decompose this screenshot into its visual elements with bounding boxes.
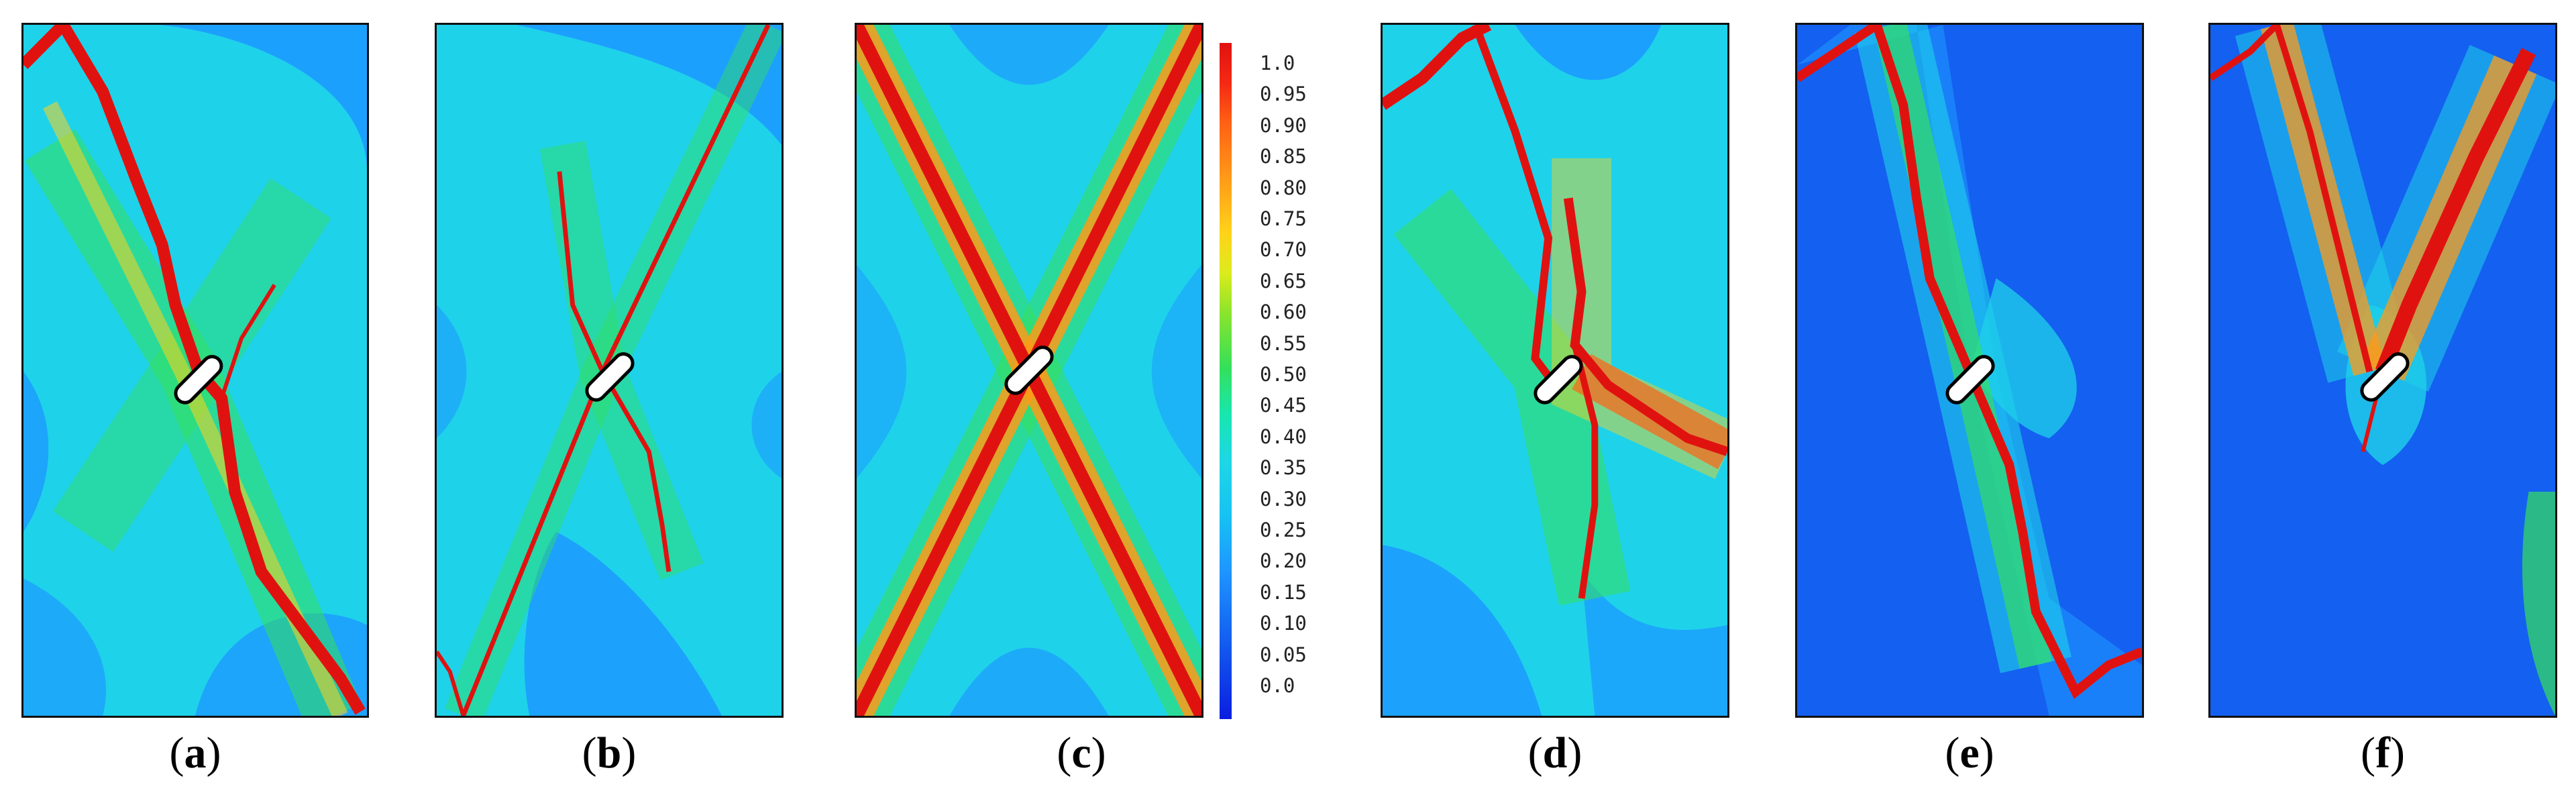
colorbar-tick-label: 0.25 — [1260, 519, 1307, 541]
colorbar-tick-label: 0.85 — [1260, 145, 1307, 168]
colorbar-tick-label: 0.95 — [1260, 83, 1307, 105]
caption-letter-d: d — [1542, 729, 1568, 777]
colorbar-tick-label: 0.70 — [1260, 238, 1307, 261]
colorbar-tick-label: 0.75 — [1260, 207, 1307, 230]
colorbar-tick-label: 0.55 — [1260, 332, 1307, 355]
colorbar-tick-label: 0.0 — [1260, 674, 1295, 697]
contour-plot-a — [23, 25, 367, 716]
contour-plot-d — [1383, 25, 1727, 716]
colorbar-tick-label: 0.90 — [1260, 114, 1307, 137]
caption-c: (c) — [1057, 729, 1106, 777]
colorbar-gradient — [1220, 43, 1232, 719]
caption-f: (f) — [2361, 729, 2405, 777]
caption-letter-c: c — [1071, 729, 1091, 777]
panel-b — [435, 23, 784, 718]
caption-letter-e: e — [1960, 729, 1980, 777]
colorbar-tick-label: 0.30 — [1260, 488, 1307, 510]
contour-plot-c — [857, 25, 1201, 716]
colorbar-tick-label: 0.20 — [1260, 549, 1307, 572]
caption-b: (b) — [582, 729, 637, 777]
colorbar-tick-label: 0.50 — [1260, 363, 1307, 386]
panel-d — [1381, 23, 1729, 718]
contour-plot-e — [1797, 25, 2142, 716]
colorbar-tick-label: 0.60 — [1260, 301, 1307, 323]
caption-a: (a) — [169, 729, 221, 777]
contour-plot-f — [2210, 25, 2555, 716]
colorbar-tick-label: 1.0 — [1260, 52, 1295, 74]
colorbar-tick-label: 0.40 — [1260, 425, 1307, 448]
colorbar-tick-label: 0.65 — [1260, 270, 1307, 292]
colorbar — [1220, 43, 1237, 719]
caption-e: (e) — [1945, 729, 1994, 777]
colorbar-labels: 1.0 0.95 0.90 0.85 0.80 0.75 0.70 0.65 0.60 0.55 0… — [1260, 43, 1340, 719]
caption-letter-f: f — [2375, 729, 2390, 777]
colorbar-tick-label: 0.15 — [1260, 581, 1307, 604]
panel-f — [2208, 23, 2557, 718]
colorbar-tick-label: 0.05 — [1260, 643, 1307, 666]
colorbar-tick-label: 0.35 — [1260, 456, 1307, 479]
caption-letter-a: a — [184, 729, 207, 777]
panel-e — [1795, 23, 2144, 718]
contour-plot-b — [437, 25, 782, 716]
caption-d: (d) — [1527, 729, 1582, 777]
panel-c — [855, 23, 1203, 718]
caption-letter-b: b — [596, 729, 622, 777]
panel-a — [21, 23, 369, 718]
colorbar-tick-label: 0.10 — [1260, 612, 1307, 635]
colorbar-tick-label: 0.80 — [1260, 176, 1307, 199]
colorbar-tick-label: 0.45 — [1260, 394, 1307, 417]
